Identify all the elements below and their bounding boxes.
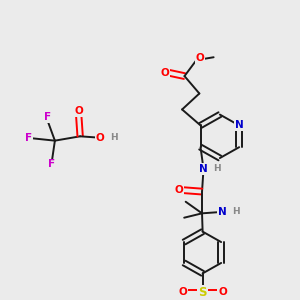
Text: O: O [96, 133, 105, 143]
Text: N: N [235, 120, 244, 130]
Text: O: O [74, 106, 83, 116]
Text: O: O [178, 287, 187, 297]
Text: O: O [196, 53, 204, 63]
Text: N: N [199, 164, 208, 174]
Text: H: H [213, 164, 221, 173]
Text: O: O [218, 287, 227, 297]
Text: N: N [218, 207, 226, 217]
Text: H: H [232, 207, 239, 216]
Text: O: O [175, 185, 184, 195]
Text: O: O [160, 68, 169, 78]
Text: S: S [198, 286, 207, 299]
Text: F: F [48, 160, 56, 170]
Text: F: F [44, 112, 51, 122]
Text: F: F [26, 133, 33, 143]
Text: H: H [110, 133, 118, 142]
